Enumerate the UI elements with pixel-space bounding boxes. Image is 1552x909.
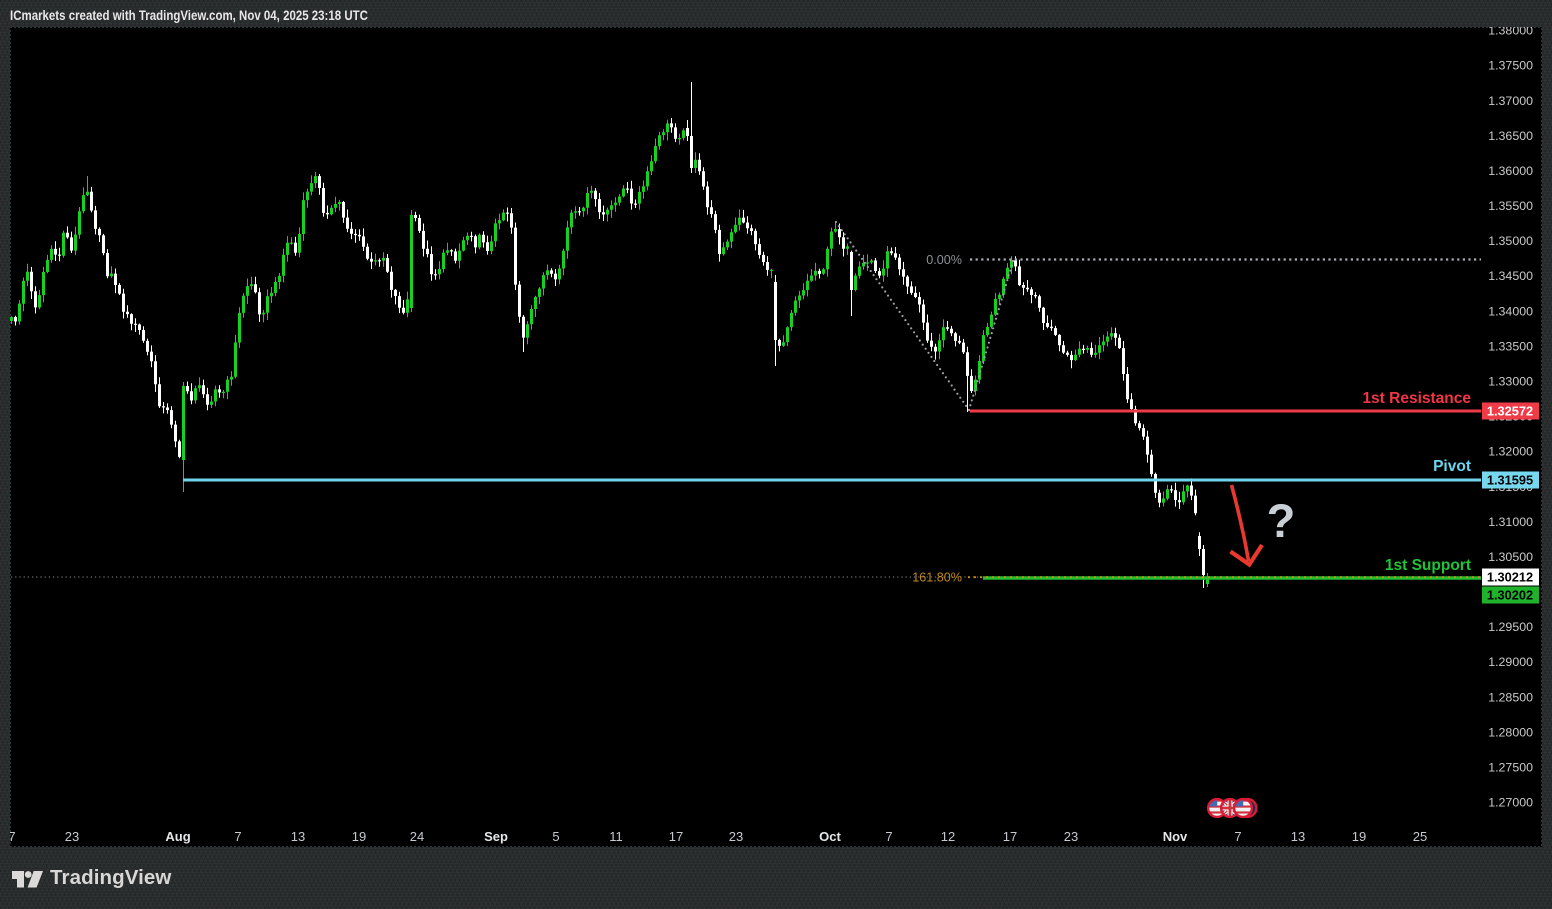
- svg-text:1.32000: 1.32000: [1488, 445, 1533, 459]
- svg-text:13: 13: [291, 829, 305, 844]
- svg-text:23: 23: [729, 829, 743, 844]
- svg-text:1.36000: 1.36000: [1488, 164, 1533, 178]
- svg-text:1.37000: 1.37000: [1488, 94, 1533, 108]
- svg-text:Nov: Nov: [1163, 829, 1188, 844]
- svg-text:1.33500: 1.33500: [1488, 339, 1533, 353]
- svg-text:1.33000: 1.33000: [1488, 375, 1533, 389]
- svg-text:1.36500: 1.36500: [1488, 129, 1533, 143]
- svg-text:19: 19: [352, 829, 366, 844]
- svg-text:1.37500: 1.37500: [1488, 59, 1533, 73]
- svg-text:7: 7: [885, 829, 892, 844]
- svg-text:161.80%: 161.80%: [912, 571, 962, 585]
- svg-text:?: ?: [1267, 494, 1296, 547]
- svg-text:11: 11: [609, 829, 623, 844]
- svg-text:1.35000: 1.35000: [1488, 234, 1533, 248]
- svg-text:23: 23: [1064, 829, 1078, 844]
- svg-text:1.38000: 1.38000: [1488, 27, 1533, 38]
- svg-text:1.30500: 1.30500: [1488, 550, 1533, 564]
- svg-text:5: 5: [552, 829, 559, 844]
- svg-text:1st Support: 1st Support: [1385, 557, 1471, 574]
- svg-text:1.34500: 1.34500: [1488, 269, 1533, 283]
- svg-text:0.00%: 0.00%: [926, 253, 962, 267]
- svg-text:Oct: Oct: [819, 829, 841, 844]
- svg-text:23: 23: [65, 829, 79, 844]
- svg-text:1.28500: 1.28500: [1488, 690, 1533, 704]
- svg-text:1.27500: 1.27500: [1488, 761, 1533, 775]
- svg-text:1.31595: 1.31595: [1487, 473, 1533, 488]
- svg-text:17: 17: [669, 829, 683, 844]
- svg-text:1st Resistance: 1st Resistance: [1362, 390, 1471, 407]
- svg-text:Pivot: Pivot: [1433, 458, 1471, 475]
- svg-text:1.30212: 1.30212: [1487, 570, 1533, 585]
- svg-text:7: 7: [1234, 829, 1241, 844]
- svg-text:7: 7: [10, 829, 16, 844]
- svg-text:13: 13: [1291, 829, 1305, 844]
- svg-text:25: 25: [1413, 829, 1427, 844]
- svg-text:Sep: Sep: [484, 829, 508, 844]
- svg-text:1.30202: 1.30202: [1487, 588, 1533, 603]
- svg-text:17: 17: [1003, 829, 1017, 844]
- svg-text:12: 12: [941, 829, 955, 844]
- svg-text:1.29500: 1.29500: [1488, 620, 1533, 634]
- svg-text:1.27000: 1.27000: [1488, 796, 1533, 810]
- svg-text:Aug: Aug: [165, 829, 190, 844]
- svg-text:1.28000: 1.28000: [1488, 725, 1533, 739]
- svg-text:1.35500: 1.35500: [1488, 199, 1533, 213]
- svg-text:1.31000: 1.31000: [1488, 515, 1533, 529]
- svg-text:7: 7: [234, 829, 241, 844]
- svg-text:1.29000: 1.29000: [1488, 655, 1533, 669]
- svg-text:1.34000: 1.34000: [1488, 304, 1533, 318]
- svg-text:19: 19: [1352, 829, 1366, 844]
- svg-text:24: 24: [410, 829, 424, 844]
- svg-text:1.32572: 1.32572: [1487, 404, 1533, 419]
